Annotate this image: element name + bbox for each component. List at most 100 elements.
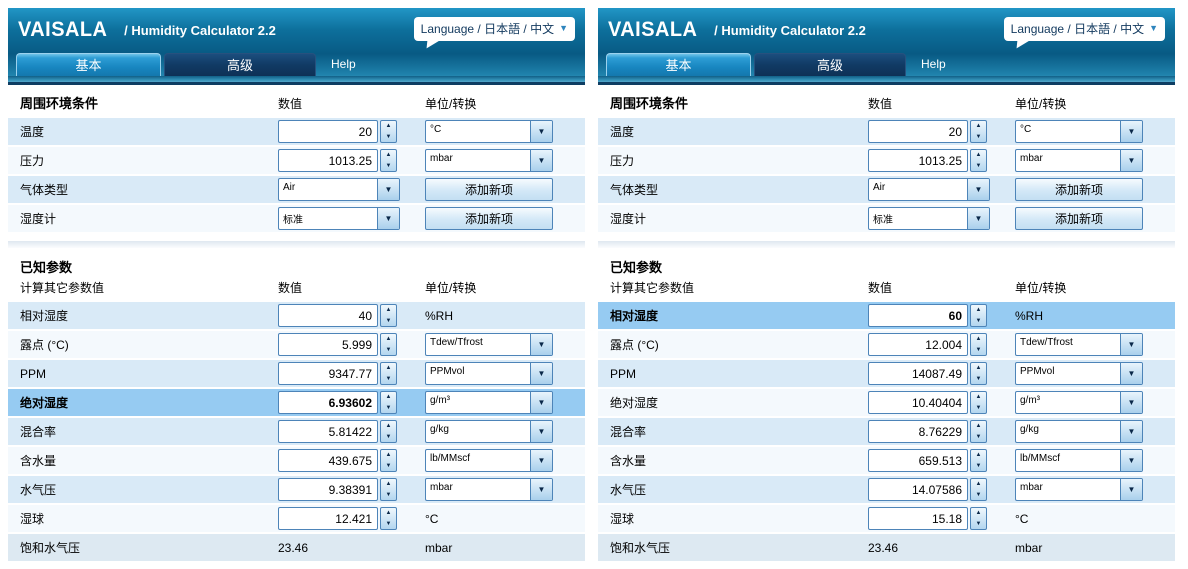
add-new-item-button[interactable]: 添加新项 — [425, 207, 553, 230]
water-vapor-pressure-unit-select[interactable]: mbar ▼ — [425, 478, 553, 501]
spinner-down-button[interactable]: ▼ — [975, 346, 982, 353]
spinner-down-button[interactable]: ▼ — [975, 520, 982, 527]
spinner-up-button[interactable]: ▲ — [975, 394, 982, 401]
ppm-input[interactable] — [278, 362, 378, 385]
temperature-input[interactable] — [868, 120, 968, 143]
tab-basic[interactable]: 基本 — [606, 53, 751, 76]
spinner-up-button[interactable]: ▲ — [975, 423, 982, 430]
pressure-input[interactable] — [868, 149, 968, 172]
spinner-down-button[interactable]: ▼ — [975, 462, 982, 469]
spinner-down-button[interactable]: ▼ — [385, 433, 392, 440]
help-link[interactable]: Help — [331, 57, 356, 71]
language-selector[interactable]: Language / 日本語 / 中文 ▼ — [413, 17, 575, 50]
add-new-item-button[interactable]: 添加新项 — [1015, 178, 1143, 201]
dropdown-arrow-button[interactable]: ▼ — [967, 179, 989, 200]
temperature-unit-select[interactable]: °C ▼ — [1015, 120, 1143, 143]
temperature-input[interactable] — [278, 120, 378, 143]
dropdown-arrow-button[interactable]: ▼ — [530, 421, 552, 442]
dropdown-arrow-button[interactable]: ▼ — [377, 179, 399, 200]
language-selector[interactable]: Language / 日本語 / 中文 ▼ — [1003, 17, 1165, 50]
spinner-up-button[interactable]: ▲ — [975, 452, 982, 459]
spinner-down-button[interactable]: ▼ — [385, 133, 392, 140]
spinner-up-button[interactable]: ▲ — [975, 510, 982, 517]
mixing-ratio-unit-select[interactable]: g/kg ▼ — [1015, 420, 1143, 443]
water-vapor-pressure-unit-select[interactable]: mbar ▼ — [1015, 478, 1143, 501]
spinner-down-button[interactable]: ▼ — [385, 317, 392, 324]
dropdown-arrow-button[interactable]: ▼ — [1120, 363, 1142, 384]
add-new-item-button[interactable]: 添加新项 — [425, 178, 553, 201]
spinner-up-button[interactable]: ▲ — [385, 365, 392, 372]
mixing-ratio-input[interactable] — [868, 420, 968, 443]
dropdown-arrow-button[interactable]: ▼ — [1120, 121, 1142, 142]
absolute-humidity-input[interactable] — [868, 391, 968, 414]
spinner-down-button[interactable]: ▼ — [385, 491, 392, 498]
wet-bulb-input[interactable] — [278, 507, 378, 530]
dropdown-arrow-button[interactable]: ▼ — [530, 150, 552, 171]
dropdown-arrow-button[interactable]: ▼ — [1120, 334, 1142, 355]
spinner-up-button[interactable]: ▲ — [975, 152, 982, 159]
spinner-down-button[interactable]: ▼ — [975, 375, 982, 382]
spinner-down-button[interactable]: ▼ — [385, 162, 392, 169]
spinner-up-button[interactable]: ▲ — [975, 481, 982, 488]
wet-bulb-input[interactable] — [868, 507, 968, 530]
gas-type-select[interactable]: Air ▼ — [868, 178, 990, 201]
spinner-down-button[interactable]: ▼ — [385, 404, 392, 411]
relative-humidity-input[interactable] — [868, 304, 968, 327]
spinner-up-button[interactable]: ▲ — [385, 510, 392, 517]
spinner-up-button[interactable]: ▲ — [385, 123, 392, 130]
spinner-up-button[interactable]: ▲ — [975, 123, 982, 130]
ppm-unit-select[interactable]: PPMvol ▼ — [425, 362, 553, 385]
dropdown-arrow-button[interactable]: ▼ — [1120, 479, 1142, 500]
dew-point-input[interactable] — [868, 333, 968, 356]
dropdown-arrow-button[interactable]: ▼ — [530, 392, 552, 413]
hygrometer-select[interactable]: 标准 ▼ — [868, 207, 990, 230]
dropdown-arrow-button[interactable]: ▼ — [1120, 150, 1142, 171]
tab-advanced[interactable]: 高级 — [164, 53, 316, 76]
dropdown-arrow-button[interactable]: ▼ — [1120, 421, 1142, 442]
water-content-input[interactable] — [278, 449, 378, 472]
spinner-up-button[interactable]: ▲ — [385, 481, 392, 488]
spinner-up-button[interactable]: ▲ — [975, 365, 982, 372]
dropdown-arrow-button[interactable]: ▼ — [1120, 392, 1142, 413]
dropdown-arrow-button[interactable]: ▼ — [530, 450, 552, 471]
dropdown-arrow-button[interactable]: ▼ — [967, 208, 989, 229]
spinner-up-button[interactable]: ▲ — [385, 336, 392, 343]
ppm-unit-select[interactable]: PPMvol ▼ — [1015, 362, 1143, 385]
spinner-down-button[interactable]: ▼ — [975, 317, 982, 324]
pressure-input[interactable] — [278, 149, 378, 172]
dew-point-unit-select[interactable]: Tdew/Tfrost ▼ — [425, 333, 553, 356]
relative-humidity-input[interactable] — [278, 304, 378, 327]
tab-advanced[interactable]: 高级 — [754, 53, 906, 76]
spinner-down-button[interactable]: ▼ — [385, 375, 392, 382]
absolute-humidity-unit-select[interactable]: g/m³ ▼ — [425, 391, 553, 414]
spinner-down-button[interactable]: ▼ — [385, 462, 392, 469]
temperature-unit-select[interactable]: °C ▼ — [425, 120, 553, 143]
dropdown-arrow-button[interactable]: ▼ — [530, 363, 552, 384]
spinner-up-button[interactable]: ▲ — [385, 452, 392, 459]
spinner-down-button[interactable]: ▼ — [975, 433, 982, 440]
dropdown-arrow-button[interactable]: ▼ — [530, 121, 552, 142]
spinner-up-button[interactable]: ▲ — [385, 152, 392, 159]
mixing-ratio-input[interactable] — [278, 420, 378, 443]
spinner-up-button[interactable]: ▲ — [385, 307, 392, 314]
dropdown-arrow-button[interactable]: ▼ — [1120, 450, 1142, 471]
water-content-input[interactable] — [868, 449, 968, 472]
water-vapor-pressure-input[interactable] — [278, 478, 378, 501]
spinner-down-button[interactable]: ▼ — [975, 404, 982, 411]
water-content-unit-select[interactable]: lb/MMscf ▼ — [1015, 449, 1143, 472]
pressure-unit-select[interactable]: mbar ▼ — [425, 149, 553, 172]
water-content-unit-select[interactable]: lb/MMscf ▼ — [425, 449, 553, 472]
dropdown-arrow-button[interactable]: ▼ — [530, 479, 552, 500]
dropdown-arrow-button[interactable]: ▼ — [530, 334, 552, 355]
spinner-down-button[interactable]: ▼ — [975, 491, 982, 498]
dew-point-input[interactable] — [278, 333, 378, 356]
spinner-down-button[interactable]: ▼ — [975, 133, 982, 140]
spinner-up-button[interactable]: ▲ — [385, 394, 392, 401]
absolute-humidity-unit-select[interactable]: g/m³ ▼ — [1015, 391, 1143, 414]
absolute-humidity-input[interactable] — [278, 391, 378, 414]
ppm-input[interactable] — [868, 362, 968, 385]
spinner-up-button[interactable]: ▲ — [385, 423, 392, 430]
hygrometer-select[interactable]: 标准 ▼ — [278, 207, 400, 230]
spinner-down-button[interactable]: ▼ — [385, 520, 392, 527]
spinner-down-button[interactable]: ▼ — [385, 346, 392, 353]
